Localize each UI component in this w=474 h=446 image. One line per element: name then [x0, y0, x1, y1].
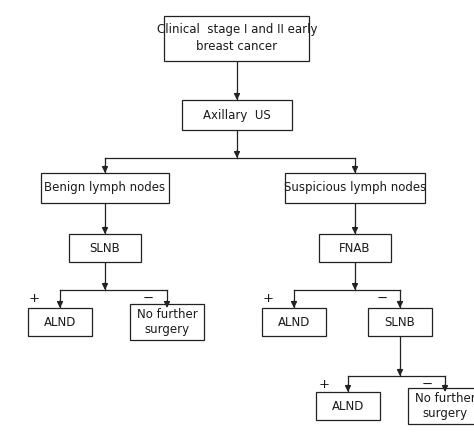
Bar	[319, 234, 391, 262]
Text: Suspicious lymph nodes: Suspicious lymph nodes	[284, 182, 426, 194]
Bar	[182, 100, 292, 130]
Text: Clinical  stage I and II early
breast cancer: Clinical stage I and II early breast can…	[157, 24, 317, 53]
Bar	[262, 308, 326, 336]
Text: Axillary  US: Axillary US	[203, 108, 271, 121]
Text: −: −	[421, 377, 433, 391]
Bar	[285, 173, 425, 203]
Bar	[408, 388, 474, 424]
Text: ALND: ALND	[278, 315, 310, 329]
Text: +: +	[263, 292, 273, 305]
Bar	[368, 308, 432, 336]
Text: ALND: ALND	[332, 400, 364, 413]
Text: SLNB: SLNB	[384, 315, 415, 329]
Text: ALND: ALND	[44, 315, 76, 329]
Bar	[130, 304, 204, 340]
Bar	[164, 16, 310, 61]
Bar	[41, 173, 169, 203]
Bar	[316, 392, 380, 420]
Bar	[69, 234, 141, 262]
Text: No further
surgery: No further surgery	[415, 392, 474, 421]
Text: FNAB: FNAB	[339, 241, 371, 255]
Text: SLNB: SLNB	[90, 241, 120, 255]
Text: Benign lymph nodes: Benign lymph nodes	[45, 182, 165, 194]
Text: +: +	[28, 292, 39, 305]
Text: +: +	[319, 377, 329, 391]
Bar	[28, 308, 92, 336]
Text: No further
surgery: No further surgery	[137, 307, 197, 336]
Text: −: −	[376, 292, 388, 305]
Text: −: −	[143, 292, 154, 305]
